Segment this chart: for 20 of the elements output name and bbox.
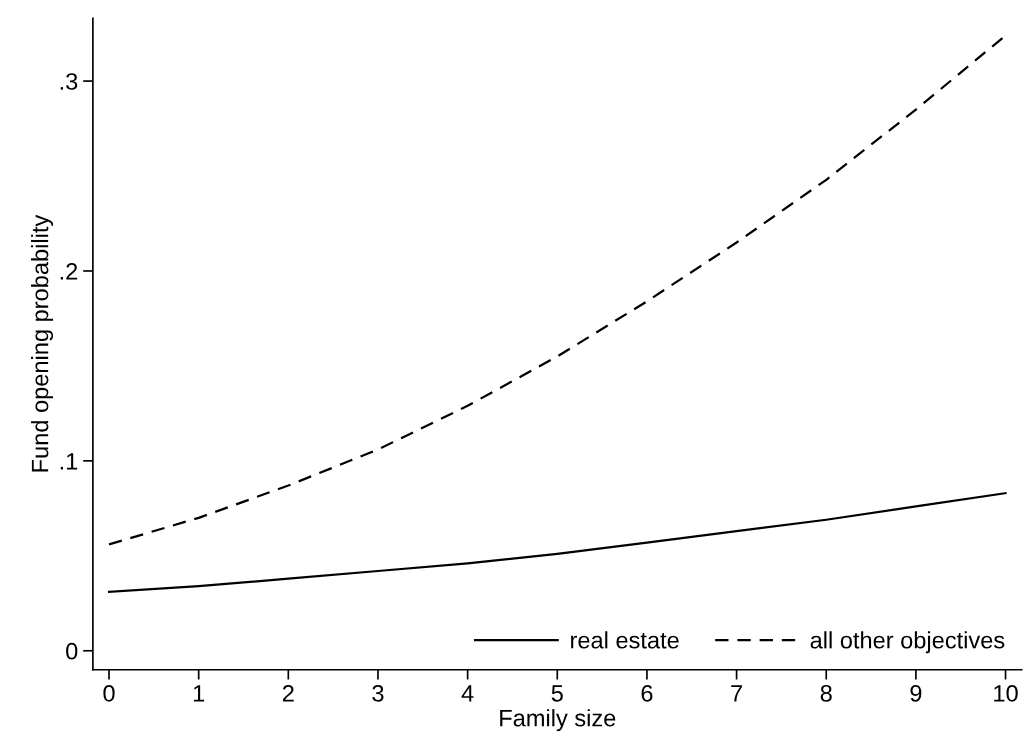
y-tick-label: 0 [66,642,78,660]
y-axis-title: Fund opening probability [31,214,54,472]
x-tick-label: 4 [461,685,474,702]
x-tick-label: 8 [820,684,832,702]
x-tick-label: 6 [641,684,653,702]
x-tick-label: 3 [372,684,384,702]
x-axis-title: Family size [500,709,616,732]
legend-label: real estate [571,631,679,649]
x-tick-label: 1 [193,685,205,702]
x-tick-label: 2 [282,684,294,702]
x-tick-label: 0 [103,684,115,702]
x-tick-label: 5 [551,685,563,702]
x-tick-label: 7 [731,685,742,702]
x-tick-label: 9 [910,684,922,702]
y-tick-label: .2 [60,263,78,280]
legend-label: all other objectives [810,631,1005,654]
y-tick-label: .1 [60,453,78,470]
x-tick-label: 10 [994,684,1018,702]
y-tick-label: .3 [60,73,78,90]
line-series [107,492,1007,594]
